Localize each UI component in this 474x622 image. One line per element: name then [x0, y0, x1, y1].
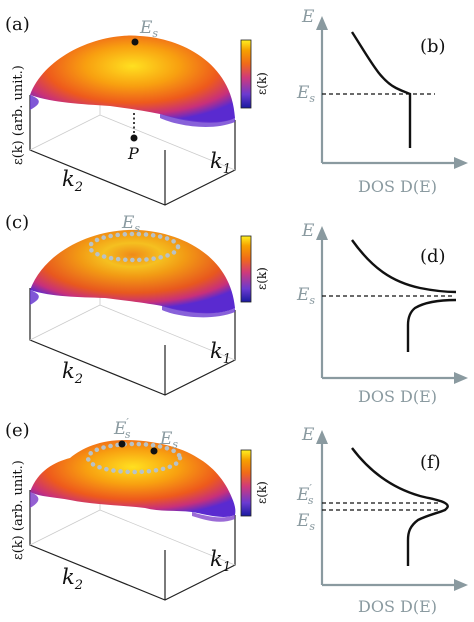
maximum-point-marker — [131, 38, 139, 46]
es-label-e: Es — [159, 429, 178, 451]
dos-curve-d-upper — [351, 239, 457, 294]
dos-energy-axis-d: E — [301, 221, 315, 241]
band-surface-warped — [30, 440, 236, 517]
panel-c: Es (c) k2 k1 ε(k) — [5, 212, 269, 396]
panel-e: E′ s Es (e) ε(k) (arb. unit.) k2 k1 ε(k) — [5, 416, 269, 601]
colorbar-label-c: ε(k) — [255, 267, 269, 290]
dos-curve-f — [351, 447, 449, 566]
constant-energy-ring-e — [85, 441, 183, 475]
esp-label-e: E′ s — [113, 416, 131, 441]
panel-label-d: (d) — [420, 246, 446, 267]
panel-a: P Es (a) ε(k) (arb. unit.) k2 k1 ε(k) — [5, 14, 269, 206]
dos-energy-axis-b: E — [301, 7, 315, 27]
point-p-label: P — [127, 144, 139, 163]
panel-d: E DOS D(E) (d) Es — [296, 221, 468, 406]
z-axis-label-a: ε(k) (arb. unit.) — [11, 65, 26, 165]
colorbar-a — [240, 39, 252, 109]
colorbar-e — [240, 449, 252, 517]
es-point-marker-e — [150, 447, 158, 455]
panel-label-a: (a) — [5, 14, 30, 35]
band-surface-ring — [30, 229, 235, 314]
dos-curve-b — [350, 31, 412, 148]
colorbar-label-a: ε(k) — [255, 72, 269, 95]
dos-curve-d-lower — [406, 298, 457, 352]
dos-axis-label-b: DOS D(E) — [358, 177, 437, 196]
k2-label-e: k2 — [62, 565, 83, 593]
k2-label-a: k2 — [62, 167, 83, 195]
panel-b: E DOS D(E) (b) Es — [296, 7, 468, 196]
panel-label-f: (f) — [420, 452, 441, 473]
constant-energy-ring-c — [87, 231, 181, 263]
k1-label-c: k1 — [210, 339, 231, 367]
panel-label-c: (c) — [5, 212, 29, 233]
dos-axis-label-d: DOS D(E) — [358, 387, 437, 406]
colorbar-c — [240, 235, 252, 303]
dos-axis-label-f: DOS D(E) — [358, 597, 437, 616]
dos-energy-axis-f: E — [301, 425, 315, 445]
es-label-f: Es — [296, 511, 315, 533]
es-label-d: Es — [296, 285, 315, 307]
es-label-b: Es — [296, 83, 315, 105]
k1-label-e: k1 — [210, 547, 231, 575]
panel-label-b: (b) — [420, 36, 446, 57]
k2-label-c: k2 — [62, 359, 83, 387]
saddle-point-marker — [130, 134, 138, 142]
band-surface — [30, 35, 235, 123]
colorbar-label-e: ε(k) — [255, 481, 269, 504]
z-axis-label-e: ε(k) (arb. unit.) — [11, 460, 26, 560]
es-label-c: Es — [121, 213, 140, 235]
panel-label-e: (e) — [5, 420, 30, 441]
es-label-a: Es — [139, 18, 158, 40]
esp-point-marker-e — [118, 440, 126, 448]
esp-label-f: E′ s — [296, 482, 314, 507]
panel-f: E DOS D(E) (f) E′ s Es — [296, 425, 468, 616]
k1-label-a: k1 — [210, 149, 231, 177]
